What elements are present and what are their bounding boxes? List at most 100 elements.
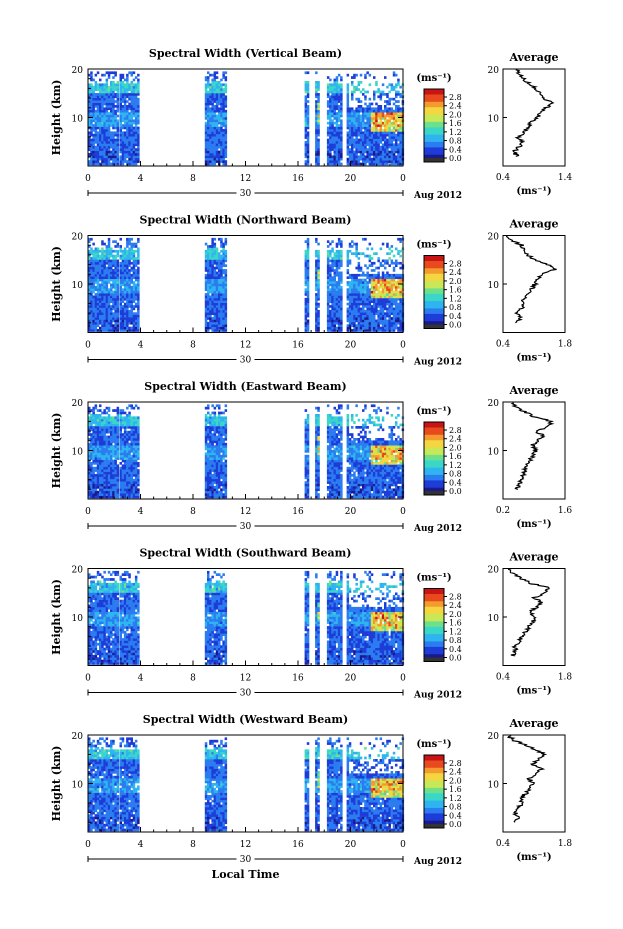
heatmap-cell — [359, 295, 363, 299]
heatmap-cell — [112, 326, 115, 330]
heatmap-cell — [392, 297, 396, 301]
colorbar-swatch — [424, 312, 444, 315]
heatmap-cell — [220, 276, 223, 279]
heatmap-cell — [105, 486, 109, 489]
heatmap-cell — [399, 288, 402, 291]
heatmap-cell — [116, 269, 120, 272]
heatmap-cell — [333, 85, 336, 89]
heatmap-cell — [315, 126, 318, 130]
heatmap-cell — [399, 276, 402, 279]
heatmap-cell — [92, 129, 95, 132]
heatmap-cell — [92, 97, 95, 101]
heatmap-cell — [119, 76, 122, 79]
heatmap-cell — [335, 85, 339, 89]
heatmap-cell — [386, 307, 389, 311]
heatmap-cell — [331, 141, 334, 144]
heatmap-cell — [340, 276, 343, 279]
heatmap-cell — [107, 476, 111, 480]
heatmap-cell — [114, 143, 117, 147]
heatmap-cell — [335, 283, 339, 287]
heatmap-cell — [105, 329, 109, 332]
heatmap-cell — [211, 273, 214, 277]
heatmap-cell — [211, 297, 214, 301]
heatmap-cell — [94, 486, 98, 489]
heatmap-cell — [105, 317, 109, 320]
heatmap-cell — [88, 481, 91, 484]
heatmap-cell — [103, 321, 106, 325]
heatmap-cell — [337, 97, 341, 101]
heatmap-cell — [96, 100, 100, 103]
heatmap-cell — [326, 264, 330, 267]
heatmap-cell — [137, 73, 140, 77]
heatmap-cell — [114, 462, 117, 465]
heatmap-cell — [123, 155, 127, 159]
heatmap-cell — [94, 493, 98, 496]
heatmap-cell — [384, 273, 387, 277]
heatmap-cell — [101, 324, 104, 327]
heatmap-cell — [116, 481, 120, 484]
heatmap-cell — [375, 309, 378, 313]
heatmap-cell — [209, 252, 212, 255]
heatmap-cell — [101, 319, 104, 323]
heatmap-cell — [215, 281, 219, 284]
heatmap-cell — [209, 278, 212, 282]
heatmap-cell — [326, 150, 330, 154]
heatmap-cell — [355, 300, 358, 303]
heatmap-cell — [90, 138, 93, 142]
heatmap-cell — [119, 124, 122, 127]
heatmap-cell — [315, 141, 318, 144]
heatmap-cell — [90, 73, 93, 77]
heatmap-cell — [107, 242, 111, 246]
heatmap-cell — [381, 305, 385, 308]
heatmap-cell — [340, 162, 343, 166]
heatmap-cell — [204, 141, 208, 144]
heatmap-cell — [207, 117, 210, 120]
heatmap-cell — [346, 249, 350, 253]
heatmap-cell — [337, 153, 341, 156]
heatmap-cell — [207, 150, 210, 154]
heatmap-cell — [119, 261, 122, 265]
heatmap-cell — [132, 136, 136, 139]
heatmap-cell — [381, 138, 385, 142]
heatmap-cell — [110, 452, 113, 456]
heatmap-cell — [224, 76, 228, 79]
heatmap-cell — [331, 85, 334, 89]
heatmap-cell — [96, 119, 100, 123]
heatmap-cell — [207, 312, 210, 315]
heatmap-cell — [207, 271, 210, 275]
heatmap-cell — [397, 133, 400, 137]
heatmap-cell — [99, 97, 102, 101]
heatmap-cell — [101, 452, 104, 456]
heatmap-cell — [94, 324, 98, 327]
heatmap-cell — [395, 95, 398, 99]
heatmap-cell — [204, 145, 208, 149]
heatmap-cell — [390, 288, 394, 291]
heatmap-cell — [112, 269, 115, 272]
heatmap-cell — [105, 269, 109, 272]
heatmap-cell — [357, 266, 361, 270]
heatmap-cell — [331, 257, 334, 260]
heatmap-cell — [375, 126, 378, 130]
heatmap-cell — [101, 259, 104, 263]
heatmap-cell — [355, 126, 358, 130]
heatmap-cell — [211, 141, 214, 144]
heatmap-cell — [218, 324, 221, 327]
heatmap-cell — [105, 119, 109, 123]
heatmap-cell — [105, 495, 109, 499]
heatmap-cell — [381, 155, 385, 159]
heatmap-cell — [99, 466, 102, 470]
heatmap-cell — [357, 269, 361, 272]
heatmap-cell — [331, 309, 334, 313]
heatmap-cell — [218, 138, 221, 142]
heatmap-cell — [368, 254, 372, 258]
heatmap-cell — [399, 309, 402, 313]
heatmap-cell — [119, 143, 122, 147]
heatmap-cell — [99, 312, 102, 315]
heatmap-cell — [381, 302, 385, 306]
heatmap-cell — [99, 452, 102, 456]
heatmap-cell — [368, 321, 372, 325]
heatmap-cell — [315, 269, 318, 272]
heatmap-cell — [137, 109, 140, 113]
heatmap-cell — [220, 257, 223, 260]
heatmap-cell — [329, 269, 332, 272]
